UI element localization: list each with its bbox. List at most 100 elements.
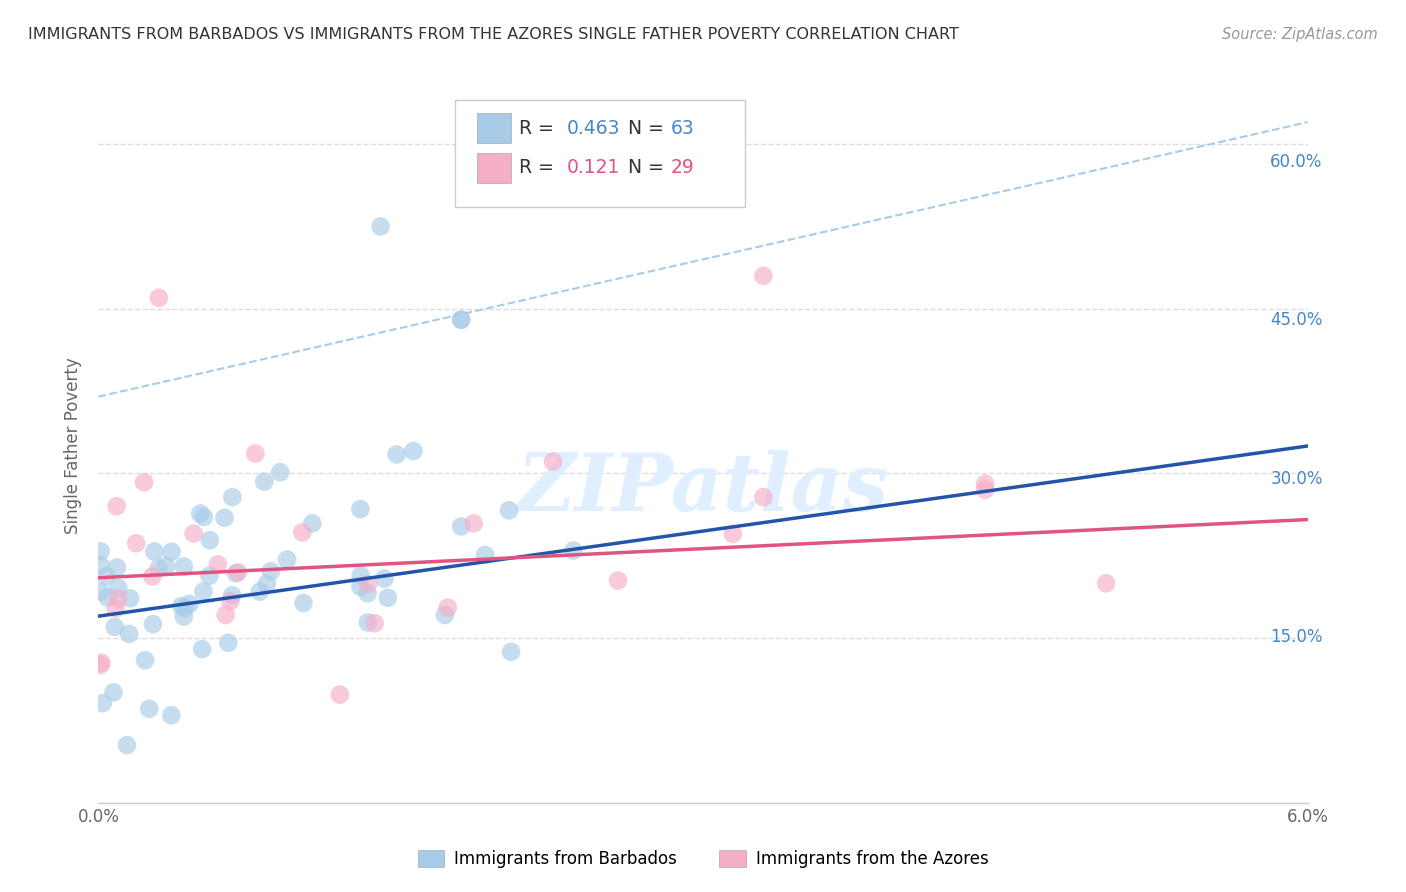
Point [260, 512, 283, 526]
Point [1073, 575, 1095, 590]
Point [180, 599, 202, 614]
Point [198, 537, 221, 551]
Point [250, 527, 273, 541]
Point [328, 468, 350, 483]
Point [259, 583, 281, 598]
Point [193, 624, 215, 639]
Point [173, 589, 195, 603]
Text: 0.463: 0.463 [598, 136, 651, 154]
Point [349, 594, 371, 608]
Point [285, 587, 308, 601]
Point [273, 558, 295, 572]
Point [763, 492, 786, 507]
Point [314, 478, 336, 492]
Point [169, 691, 191, 706]
Point [633, 573, 655, 587]
Point [257, 639, 280, 653]
Point [419, 232, 441, 246]
Point [166, 654, 188, 668]
Point [239, 598, 262, 612]
Point [536, 641, 558, 656]
Point [281, 632, 304, 647]
Point [401, 579, 423, 593]
Point [492, 322, 515, 336]
Point [179, 681, 201, 695]
Point [513, 549, 536, 563]
Point [214, 615, 236, 629]
Text: Source: ZipAtlas.com: Source: ZipAtlas.com [1222, 27, 1378, 42]
Point [181, 501, 204, 516]
Point [285, 492, 308, 507]
Text: R =: R = [555, 136, 596, 154]
Point [401, 568, 423, 582]
Point [316, 576, 339, 591]
Text: 0.121: 0.121 [598, 173, 651, 192]
Point [242, 559, 264, 574]
Point [183, 590, 205, 604]
Point [492, 521, 515, 535]
Point [763, 279, 786, 293]
Point [426, 590, 449, 604]
Point [433, 451, 456, 466]
Point [225, 559, 247, 574]
Text: ZIPatlas: ZIPatlas [534, 453, 907, 531]
Point [180, 617, 202, 632]
Y-axis label: Single Father Poverty: Single Father Poverty [65, 362, 83, 539]
Point [406, 585, 429, 599]
Point [280, 606, 302, 620]
Legend: Immigrants from Barbados, Immigrants from the Azores: Immigrants from Barbados, Immigrants fro… [411, 843, 995, 875]
Point [193, 590, 215, 604]
Point [167, 652, 190, 666]
Point [357, 518, 380, 533]
Point [166, 558, 188, 573]
Point [477, 606, 499, 620]
Text: 29: 29 [692, 173, 714, 192]
Point [214, 569, 236, 583]
Point [307, 450, 329, 465]
Point [231, 703, 253, 717]
Point [479, 599, 502, 613]
Text: R =: R = [555, 173, 602, 192]
Point [242, 607, 264, 622]
Point [422, 571, 444, 585]
Point [321, 564, 343, 578]
Point [449, 448, 471, 462]
Point [534, 505, 557, 519]
Point [382, 682, 405, 697]
Point [242, 599, 264, 614]
FancyBboxPatch shape [498, 118, 759, 220]
Point [166, 583, 188, 598]
Point [231, 545, 253, 559]
Point [205, 478, 228, 492]
Point [284, 592, 307, 607]
Point [264, 568, 287, 582]
Text: IMMIGRANTS FROM BARBADOS VS IMMIGRANTS FROM THE AZORES SINGLE FATHER POVERTY COR: IMMIGRANTS FROM BARBADOS VS IMMIGRANTS F… [28, 27, 959, 42]
Point [190, 731, 212, 746]
Text: 63: 63 [692, 136, 714, 154]
Point [503, 518, 526, 533]
FancyBboxPatch shape [517, 169, 547, 197]
Point [349, 526, 371, 541]
Point [963, 485, 986, 500]
Point [413, 614, 436, 628]
Point [309, 583, 332, 598]
Point [211, 697, 233, 711]
Point [278, 512, 301, 526]
Point [963, 480, 986, 494]
Point [492, 322, 515, 336]
Point [291, 565, 314, 579]
Point [408, 576, 430, 591]
Point [246, 595, 269, 609]
Point [172, 569, 194, 583]
Point [264, 534, 287, 549]
Point [408, 613, 430, 627]
Point [256, 508, 278, 523]
Point [219, 561, 242, 575]
Point [219, 301, 242, 315]
Point [166, 545, 188, 559]
FancyBboxPatch shape [517, 130, 547, 160]
Point [335, 552, 357, 566]
Point [183, 580, 205, 594]
Point [737, 528, 759, 542]
Point [207, 649, 229, 664]
